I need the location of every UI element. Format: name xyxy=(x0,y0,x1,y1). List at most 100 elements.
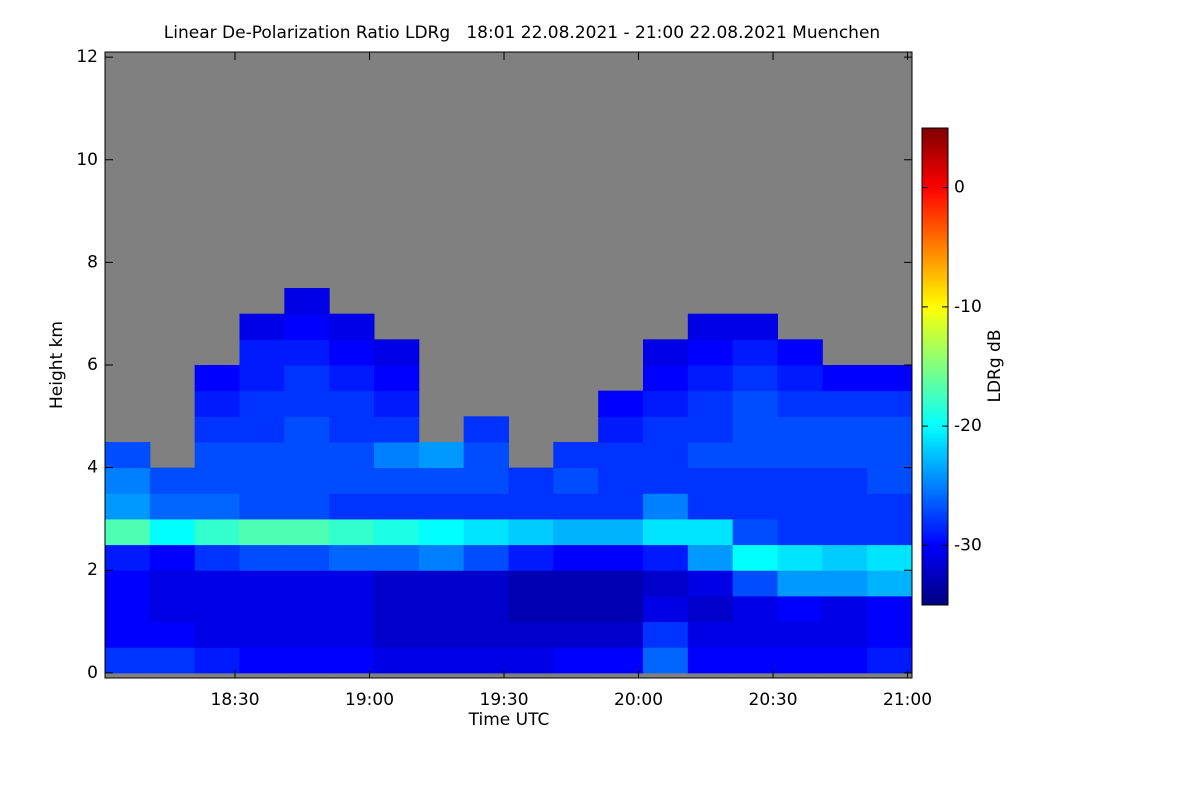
heat-cell xyxy=(598,621,644,648)
heat-cell xyxy=(239,390,285,417)
heat-cell xyxy=(867,570,913,597)
heat-cell xyxy=(777,570,823,597)
heat-cell xyxy=(418,467,465,494)
heat-cell xyxy=(553,595,599,623)
heat-cell xyxy=(508,570,554,597)
heat-cell xyxy=(643,416,689,443)
heat-cell xyxy=(284,288,330,315)
heat-cell xyxy=(239,647,285,674)
heat-cell xyxy=(777,518,823,546)
heat-cell xyxy=(284,493,330,520)
heat-cell xyxy=(374,544,420,571)
heat-cell xyxy=(105,493,151,520)
heat-cell xyxy=(105,441,151,469)
heat-cell xyxy=(149,647,196,674)
heat-cell xyxy=(553,544,599,571)
heat-cell xyxy=(374,595,420,623)
heat-cell xyxy=(418,570,465,597)
heat-cell xyxy=(374,647,420,674)
heat-cell xyxy=(374,467,420,494)
heat-cell xyxy=(374,621,420,648)
heat-cell xyxy=(643,595,689,623)
heat-cell xyxy=(643,339,689,366)
colorbar xyxy=(921,127,949,606)
heat-cell xyxy=(598,467,644,494)
heat-cell xyxy=(149,621,196,648)
heat-cell xyxy=(194,416,240,443)
heat-cell xyxy=(598,390,644,417)
heat-cell xyxy=(867,518,913,546)
heat-cell xyxy=(374,518,420,546)
heat-cell xyxy=(732,365,778,392)
heat-cell xyxy=(732,570,778,597)
heat-cell xyxy=(239,595,285,623)
x-tick-label: 18:30 xyxy=(211,690,260,710)
heat-cell xyxy=(687,365,734,392)
heat-cell xyxy=(687,621,734,648)
heat-cell xyxy=(105,595,151,623)
heat-cell xyxy=(643,570,689,597)
heat-cell xyxy=(463,467,509,494)
heat-cell xyxy=(105,544,151,571)
heat-cell xyxy=(867,416,913,443)
heat-cell xyxy=(777,339,823,366)
heat-cell xyxy=(553,467,599,494)
heat-cell xyxy=(463,544,509,571)
heat-cell xyxy=(149,595,196,623)
heat-cell xyxy=(329,570,375,597)
heat-cell xyxy=(463,595,509,623)
heat-cell xyxy=(508,493,554,520)
heat-cell xyxy=(867,467,913,494)
heat-cell xyxy=(239,365,285,392)
heat-cell xyxy=(777,621,823,648)
heat-cell xyxy=(687,467,734,494)
heat-cell xyxy=(508,621,554,648)
heat-cell xyxy=(553,621,599,648)
heat-cell xyxy=(643,365,689,392)
heat-cell xyxy=(284,365,330,392)
heat-cell xyxy=(418,647,465,674)
heat-cell xyxy=(822,595,868,623)
heat-cell xyxy=(598,544,644,571)
heat-cell xyxy=(822,647,868,674)
colorbar-tick-label: -30 xyxy=(954,535,982,555)
heat-cell xyxy=(329,595,375,623)
heat-cell xyxy=(418,518,465,546)
colorbar-label: LDRg dB xyxy=(985,329,1005,402)
heat-cell xyxy=(463,441,509,469)
heat-cell xyxy=(284,441,330,469)
y-tick-label: 10 xyxy=(76,150,98,170)
heat-cell xyxy=(777,595,823,623)
heat-cell xyxy=(194,390,240,417)
heat-cell xyxy=(284,647,330,674)
heat-cell xyxy=(553,441,599,469)
heat-cell xyxy=(329,621,375,648)
heat-cell xyxy=(463,621,509,648)
heat-cell xyxy=(553,647,599,674)
heat-cell xyxy=(149,518,196,546)
heat-cell xyxy=(418,493,465,520)
heat-cell xyxy=(194,493,240,520)
heat-cell xyxy=(105,570,151,597)
heat-cell xyxy=(643,518,689,546)
heat-cell xyxy=(374,416,420,443)
heat-cell xyxy=(284,339,330,366)
heat-cell xyxy=(822,544,868,571)
heat-cell xyxy=(374,390,420,417)
x-tick-label: 20:30 xyxy=(749,690,798,710)
heat-cell xyxy=(822,390,868,417)
heat-cell xyxy=(732,441,778,469)
heat-cell xyxy=(598,416,644,443)
heat-cell xyxy=(867,621,913,648)
heat-cell xyxy=(777,493,823,520)
heat-cell xyxy=(867,595,913,623)
heat-cell xyxy=(643,390,689,417)
heat-cell xyxy=(105,467,151,494)
heat-cell xyxy=(687,570,734,597)
heat-cell xyxy=(239,441,285,469)
heat-cell xyxy=(777,467,823,494)
heat-cell xyxy=(374,493,420,520)
heat-cell xyxy=(194,518,240,546)
heat-cell xyxy=(508,544,554,571)
heat-cell xyxy=(867,544,913,571)
